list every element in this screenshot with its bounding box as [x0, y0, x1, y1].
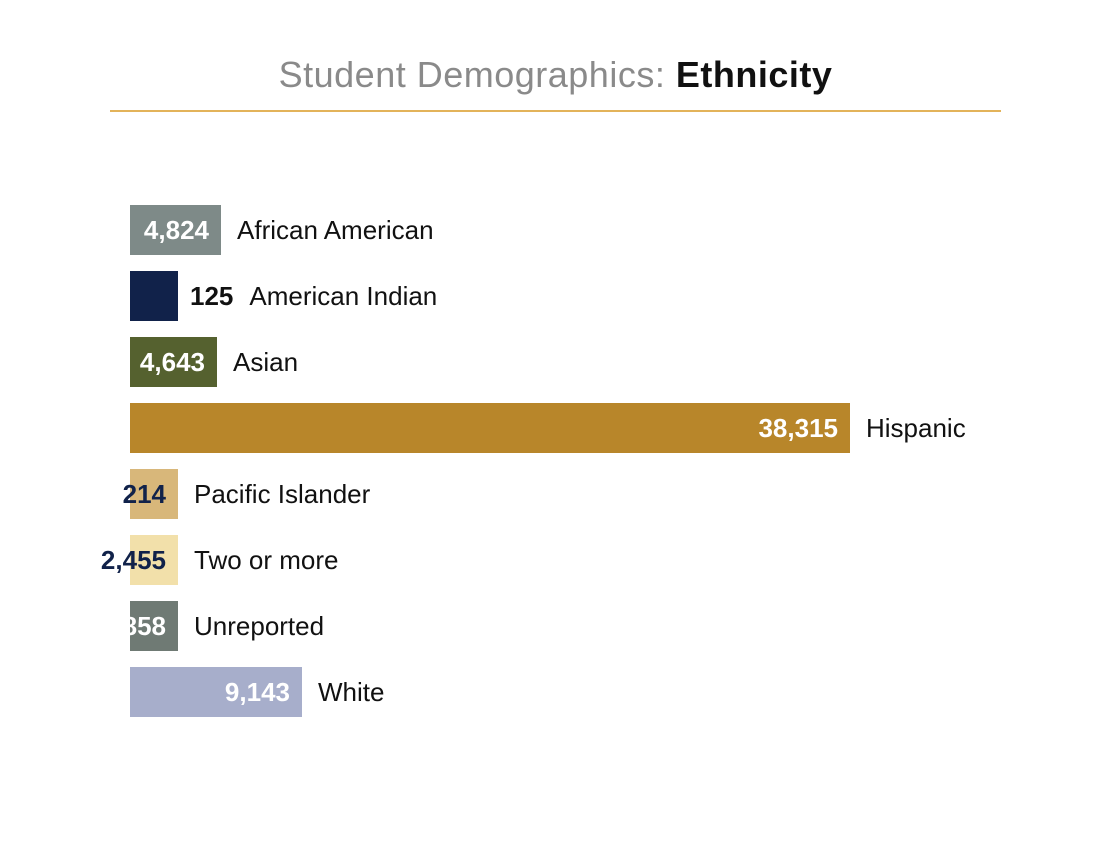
bar-value: 858	[123, 611, 166, 642]
bar: 858	[130, 601, 178, 651]
bar-label: Unreported	[194, 611, 324, 642]
bar-label: African American	[237, 215, 434, 246]
bar-value: 4,824	[144, 215, 209, 246]
bar-label: American Indian	[249, 281, 437, 312]
bar-label: White	[318, 677, 384, 708]
bar: 38,315	[130, 403, 850, 453]
title-prefix: Student Demographics:	[279, 54, 676, 95]
bar-label: Hispanic	[866, 413, 966, 444]
bar-row: 2,455 Two or more	[130, 535, 990, 585]
chart-title: Student Demographics: Ethnicity	[0, 54, 1111, 96]
bar	[130, 271, 178, 321]
bar-row: 125 American Indian	[130, 271, 990, 321]
bar-label: Asian	[233, 347, 298, 378]
bar-row: 858 Unreported	[130, 601, 990, 651]
bar-row: 214 Pacific Islander	[130, 469, 990, 519]
bar-value: 4,643	[140, 347, 205, 378]
bar-value: 38,315	[758, 413, 838, 444]
bar: 4,643	[130, 337, 217, 387]
bar-label: Two or more	[194, 545, 339, 576]
bar-value: 125	[190, 281, 233, 312]
page: Student Demographics: Ethnicity 4,824 Afr…	[0, 0, 1111, 857]
bar: 9,143	[130, 667, 302, 717]
bar: 4,824	[130, 205, 221, 255]
title-rule	[110, 110, 1001, 112]
bar-row: 9,143 White	[130, 667, 990, 717]
ethnicity-bar-chart: 4,824 African American 125 American Indian 4…	[130, 205, 990, 733]
bar-label: Pacific Islander	[194, 479, 370, 510]
title-accent: Ethnicity	[676, 54, 833, 95]
bar-value: 2,455	[101, 545, 166, 576]
bar-row: 4,643 Asian	[130, 337, 990, 387]
bar: 214	[130, 469, 178, 519]
bar: 2,455	[130, 535, 178, 585]
bar-row: 38,315 Hispanic	[130, 403, 990, 453]
bar-row: 4,824 African American	[130, 205, 990, 255]
bar-value: 9,143	[225, 677, 290, 708]
bar-value: 214	[123, 479, 166, 510]
